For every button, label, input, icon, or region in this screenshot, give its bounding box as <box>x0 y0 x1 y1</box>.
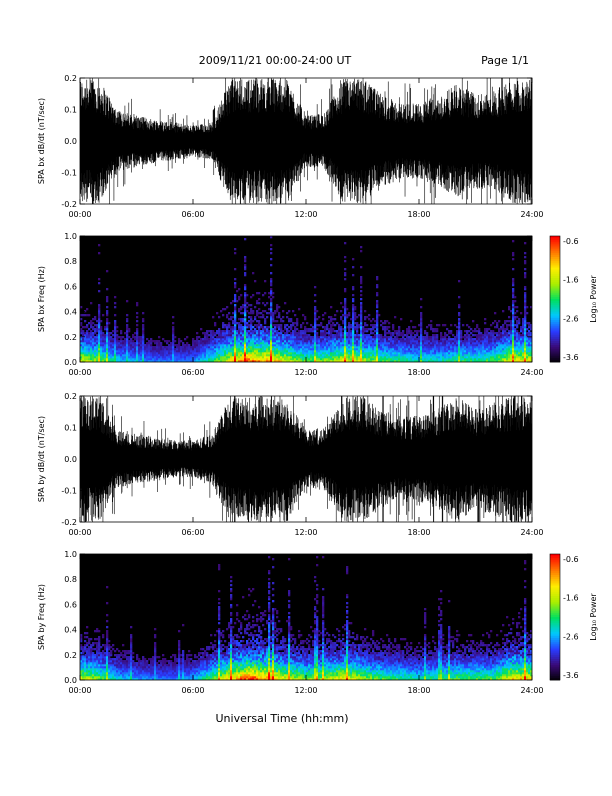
colorbar-tick-label: -0.6 <box>563 555 579 564</box>
colorbar-tick-label: -3.6 <box>563 671 579 680</box>
x-tick-label: 06:00 <box>181 368 204 377</box>
y-tick-label: 1.0 <box>64 232 77 241</box>
y-tick-label: 0.2 <box>64 392 77 401</box>
x-tick-label: 12:00 <box>294 686 317 695</box>
x-tick-label: 18:00 <box>407 368 430 377</box>
y-axis-label: SPA bx dB/dt (nT/sec) <box>37 98 46 184</box>
y-tick-label: 0.6 <box>64 282 77 291</box>
y-tick-label: 0.1 <box>64 106 77 115</box>
y-tick-label: 0.8 <box>64 575 77 584</box>
y-tick-label: 0.4 <box>64 308 77 317</box>
y-tick-label: 0.0 <box>64 455 77 464</box>
y-tick-label: -0.1 <box>61 169 77 178</box>
colorbar: -0.6 -1.6 -2.6 -3.6 Log₁₀ Power <box>550 236 598 362</box>
x-tick-label: 00:00 <box>68 686 91 695</box>
y-tick-label: -0.2 <box>61 518 77 527</box>
waveform-trace <box>80 41 532 238</box>
y-tick-label: 1.0 <box>64 550 77 559</box>
y-tick-label: 0.1 <box>64 424 77 433</box>
colorbar-tick-label: -2.6 <box>563 314 579 323</box>
y-tick-label: 0.8 <box>64 257 77 266</box>
x-tick-label: 18:00 <box>407 210 430 219</box>
y-tick-label: 0.2 <box>64 651 77 660</box>
x-tick-label: 18:00 <box>407 686 430 695</box>
x-tick-label: 12:00 <box>294 528 317 537</box>
colorbar-label: Log₁₀ Power <box>589 593 598 641</box>
x-tick-label: 18:00 <box>407 528 430 537</box>
x-axis-label: Universal Time (hh:mm) <box>216 712 349 725</box>
x-tick-label: 12:00 <box>294 210 317 219</box>
x-tick-label: 12:00 <box>294 368 317 377</box>
colorbar-label: Log₁₀ Power <box>589 275 598 323</box>
figure-title: 2009/11/21 00:00-24:00 UT <box>199 54 352 67</box>
y-axis-label: SPA bx Freq (Hz) <box>37 266 46 332</box>
panel-1: 0.2 0.1 0.0 -0.1 -0.200:00 06:00 12:00 18:00 24:… <box>37 41 544 238</box>
colorbar-tick-label: -2.6 <box>563 632 579 641</box>
x-tick-label: 24:00 <box>520 528 543 537</box>
x-tick-label: 24:00 <box>520 368 543 377</box>
y-tick-label: -0.1 <box>61 487 77 496</box>
y-tick-label: 0.0 <box>64 137 77 146</box>
x-tick-label: 06:00 <box>181 210 204 219</box>
colorbar-tick-label: -3.6 <box>563 353 579 362</box>
x-tick-label: 06:00 <box>181 528 204 537</box>
colorbar-tick-label: -1.6 <box>563 594 579 603</box>
y-axis-label: SPA by dB/dt (nT/sec) <box>37 416 46 502</box>
x-tick-label: 24:00 <box>520 210 543 219</box>
x-tick-label: 00:00 <box>68 528 91 537</box>
y-axis-label: SPA by Freq (Hz) <box>37 584 46 650</box>
page-indicator: Page 1/1 <box>481 54 529 67</box>
colorbar-tick-label: -0.6 <box>563 237 579 246</box>
colorbar-tick-label: -1.6 <box>563 276 579 285</box>
y-tick-label: 0.2 <box>64 74 77 83</box>
panel-2: 1.0 0.8 0.6 0.4 0.2 0.000:00 06:00 12:00 18:00 24… <box>37 232 598 377</box>
y-tick-label: 0.4 <box>64 626 77 635</box>
y-tick-label: 0.0 <box>64 676 77 685</box>
y-tick-label: 0.2 <box>64 333 77 342</box>
y-tick-label: 0.0 <box>64 358 77 367</box>
panel-4: 1.0 0.8 0.6 0.4 0.2 0.000:00 06:00 12:00 18:00 24… <box>37 550 598 695</box>
x-tick-label: 24:00 <box>520 686 543 695</box>
y-tick-label: -0.2 <box>61 200 77 209</box>
y-tick-label: 0.6 <box>64 600 77 609</box>
x-tick-label: 06:00 <box>181 686 204 695</box>
x-tick-label: 00:00 <box>68 368 91 377</box>
x-tick-label: 00:00 <box>68 210 91 219</box>
colorbar: -0.6 -1.6 -2.6 -3.6 Log₁₀ Power <box>550 554 598 680</box>
